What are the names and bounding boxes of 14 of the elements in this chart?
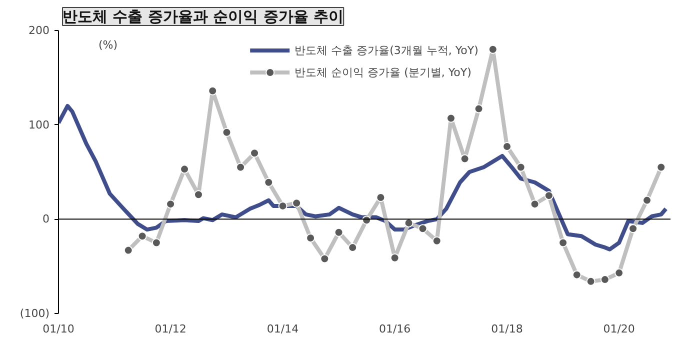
x-tick-label: 01/12 [154, 322, 186, 336]
x-tick-label: 01/16 [378, 322, 411, 336]
y-tick-label: (100) [20, 307, 50, 320]
chart-title: 반도체 수출 증가율과 순이익 증가율 추이 [62, 8, 344, 26]
y-tick-label: 0 [42, 212, 50, 226]
x-tick-label: 01/14 [266, 322, 299, 336]
x-tick-label: 01/20 [603, 322, 635, 336]
x-tick-label: 01/10 [42, 322, 74, 336]
y-tick-label: 100 [28, 118, 50, 132]
x-tick-label: 01/18 [491, 322, 523, 336]
y-axis-title: (%) [98, 38, 118, 52]
y-tick-label: 200 [28, 24, 50, 37]
legend-label: 반도체 수출 증가율(3개월 누적, YoY) [294, 42, 478, 58]
legend-label: 반도체 순이익 증가율 (분기별, YoY) [294, 64, 472, 80]
